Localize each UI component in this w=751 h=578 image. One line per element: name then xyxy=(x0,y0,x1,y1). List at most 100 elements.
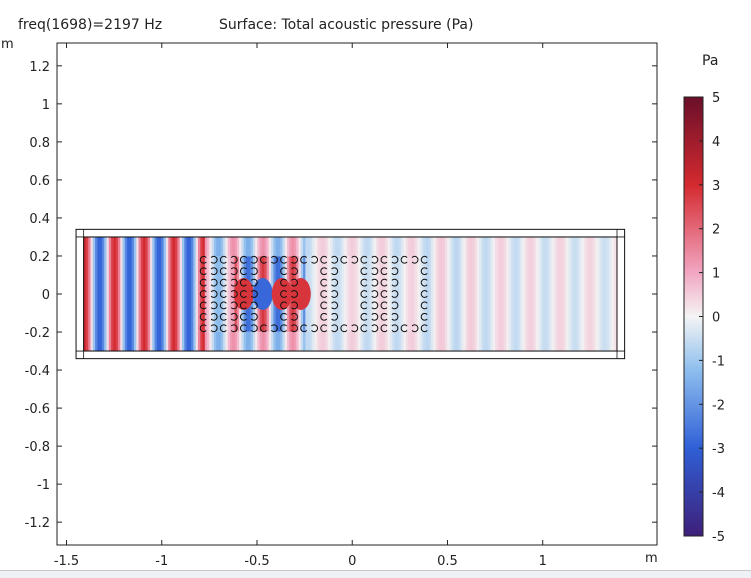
status-strip xyxy=(0,571,751,578)
field-cell xyxy=(307,331,311,352)
c-scatterer xyxy=(291,324,298,333)
field-cell xyxy=(133,236,137,352)
c-scatterer xyxy=(210,255,218,264)
field-cell xyxy=(353,331,357,352)
field-cell xyxy=(321,236,325,257)
y-tick-label: 0.4 xyxy=(29,212,50,227)
field-cell xyxy=(252,236,256,257)
field-cell xyxy=(280,236,284,257)
c-scatterer xyxy=(400,324,408,333)
c-scatterer xyxy=(320,324,328,333)
field-cell xyxy=(549,236,553,352)
field-cell xyxy=(257,236,261,257)
field-cell xyxy=(275,331,279,352)
field-cell xyxy=(389,256,393,332)
field-cell xyxy=(527,236,530,352)
y-tick-label: -0.8 xyxy=(25,440,50,455)
field-cell xyxy=(211,256,215,332)
c-scatterer xyxy=(371,301,379,310)
field-cell xyxy=(597,236,601,352)
colorbar-tick-label: 1 xyxy=(712,267,720,282)
field-cell xyxy=(353,256,357,332)
field-cell xyxy=(275,236,279,257)
field-cell xyxy=(449,236,453,352)
c-scatterer xyxy=(420,312,428,321)
field-cell xyxy=(259,331,263,352)
field-cell xyxy=(248,331,252,352)
field-cell xyxy=(261,236,265,257)
x-tick-label: 0.5 xyxy=(437,554,458,569)
y-tick-label: 0.2 xyxy=(29,250,50,265)
field-cell xyxy=(223,331,226,352)
field-cell xyxy=(609,236,613,352)
c-scatterer xyxy=(219,267,227,276)
field-cell xyxy=(277,331,281,352)
field-cell xyxy=(225,236,229,257)
field-cell xyxy=(360,236,364,257)
field-cell xyxy=(257,331,261,352)
field-cell xyxy=(405,331,409,352)
waveguide-boundaries xyxy=(75,228,626,360)
field-cell xyxy=(255,236,258,257)
field-cell xyxy=(572,236,576,352)
field-cell xyxy=(234,331,238,352)
c-scatterer xyxy=(331,255,339,264)
field-cell xyxy=(145,236,149,352)
field-cell xyxy=(408,256,412,332)
field-cell xyxy=(405,256,409,332)
field-cell xyxy=(287,236,290,257)
field-cell xyxy=(319,331,322,352)
field-cell xyxy=(321,256,325,332)
c-scatterer xyxy=(250,301,258,310)
y-tick-label: -0.4 xyxy=(25,364,50,379)
c-scatterer xyxy=(199,267,207,276)
field-cell xyxy=(419,331,423,352)
field-cell xyxy=(387,256,391,332)
field-cell xyxy=(456,236,460,352)
c-scatterer xyxy=(219,312,227,321)
colorbar-tick-label: -4 xyxy=(712,486,725,501)
field-cell xyxy=(319,236,322,257)
field-cell xyxy=(399,256,402,332)
field-cell xyxy=(371,236,375,257)
field-cell xyxy=(181,236,185,352)
c-scatterer xyxy=(280,278,287,287)
field-cell xyxy=(593,236,597,352)
c-scatterer xyxy=(420,267,428,276)
field-cell xyxy=(296,236,300,257)
field-cell xyxy=(364,256,368,332)
field-cell xyxy=(136,236,140,352)
colorbar-tick-label: 3 xyxy=(712,179,720,194)
field-cell xyxy=(378,236,382,257)
field-cell xyxy=(339,236,343,257)
c-scatterer xyxy=(371,290,379,298)
field-cell xyxy=(291,236,295,257)
c-scatterer xyxy=(300,324,308,333)
field-cell xyxy=(517,236,521,352)
field-cell xyxy=(337,236,341,257)
status-divider xyxy=(0,570,751,571)
field-cell xyxy=(417,236,421,257)
field-cell xyxy=(113,236,117,352)
c-scatterer xyxy=(239,312,247,321)
field-cell xyxy=(216,236,220,257)
field-cell xyxy=(218,331,222,352)
c-scatterer xyxy=(391,278,399,287)
plot-axes: -1.5 -1 -0.5 0 0.5 1 1.2 1 0.8 0.6 0.4 0.2 0 -0.2 -0.4… xyxy=(25,42,658,569)
field-cell xyxy=(403,331,407,352)
field-cell xyxy=(353,236,357,257)
field-cell xyxy=(568,236,572,352)
field-cell xyxy=(424,236,428,257)
field-cell xyxy=(124,236,128,352)
c-scatterer xyxy=(420,290,428,298)
field-cell xyxy=(533,236,537,352)
field-cell xyxy=(392,256,396,332)
field-cell xyxy=(421,236,425,257)
field-cell xyxy=(465,236,469,352)
field-cell xyxy=(298,331,302,352)
field-cell xyxy=(316,236,320,257)
field-cell xyxy=(99,236,103,352)
field-cell xyxy=(289,236,293,257)
x-tick-label: -0.5 xyxy=(244,554,269,569)
field-cell xyxy=(561,236,565,352)
